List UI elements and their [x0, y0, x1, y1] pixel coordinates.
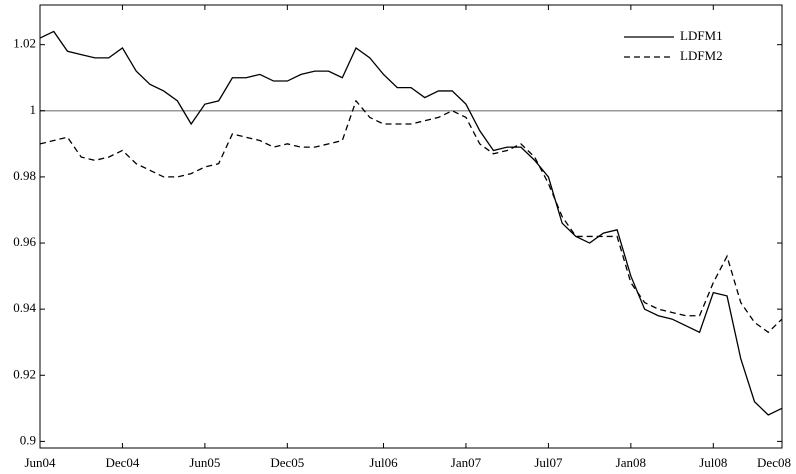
y-tick-label: 1.02 — [13, 36, 36, 51]
x-tick-label: Jan08 — [616, 455, 646, 470]
series-line — [39, 99, 783, 334]
y-tick-label: 0.94 — [13, 300, 36, 315]
plot-frame — [39, 4, 783, 449]
y-tick-label: 1 — [30, 102, 37, 117]
y-tick-label: 0.92 — [13, 366, 36, 381]
x-tick-label: Jun05 — [189, 455, 220, 470]
x-tick-label: Jul08 — [699, 455, 727, 470]
series-line — [39, 30, 783, 416]
y-tick-label: 0.98 — [13, 168, 36, 183]
legend-label: LDFM1 — [680, 28, 723, 43]
x-tick-label: Dec08 — [757, 455, 791, 470]
y-tick-label: 0.9 — [20, 432, 36, 447]
legend-label: LDFM2 — [680, 48, 723, 63]
x-tick-label: Jul07 — [534, 455, 563, 470]
x-tick-label: Dec05 — [270, 455, 304, 470]
x-tick-label: Jul06 — [369, 455, 398, 470]
x-tick-label: Jun04 — [24, 455, 56, 470]
x-tick-label: Jan07 — [451, 455, 482, 470]
x-tick-label: Dec04 — [105, 455, 139, 470]
y-tick-label: 0.96 — [13, 234, 36, 249]
